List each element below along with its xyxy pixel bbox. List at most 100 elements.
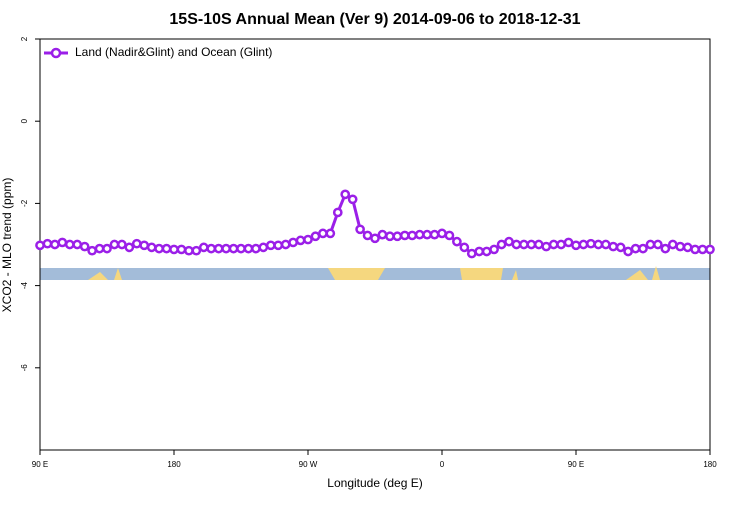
- data-point: [399, 230, 410, 241]
- data-point: [161, 243, 172, 254]
- data-point: [452, 236, 462, 247]
- data-point: [623, 246, 633, 257]
- data-point: [176, 244, 187, 255]
- data-point: [459, 242, 470, 253]
- y-tick-label: -2: [20, 199, 29, 207]
- data-point: [675, 241, 686, 252]
- data-point: [206, 243, 217, 254]
- land-band: [512, 270, 518, 280]
- data-point: [653, 239, 663, 250]
- legend-label: Land (Nadir&Glint) and Ocean (Glint): [75, 45, 272, 59]
- data-point: [385, 231, 395, 242]
- land-band: [626, 270, 648, 280]
- data-point: [35, 240, 45, 251]
- data-point: [295, 235, 306, 246]
- data-point: [221, 243, 231, 254]
- y-tick-label: -4: [20, 281, 29, 289]
- data-point: [407, 230, 418, 241]
- data-point: [318, 228, 328, 239]
- data-point: [519, 239, 529, 250]
- data-point: [310, 231, 321, 242]
- land-band: [328, 268, 385, 280]
- data-point: [191, 245, 202, 256]
- data-point: [303, 234, 313, 245]
- data-point: [370, 233, 380, 244]
- data-point: [355, 224, 365, 235]
- data-point: [340, 189, 351, 200]
- data-point: [94, 243, 105, 254]
- data-point: [146, 242, 157, 253]
- data-point: [474, 246, 485, 257]
- x-tick-label: 90 E: [32, 460, 48, 469]
- legend: Land (Nadir&Glint) and Ocean (Glint): [44, 45, 272, 59]
- data-point: [362, 230, 373, 241]
- data-point: [556, 239, 566, 250]
- data-point: [481, 246, 492, 257]
- data-point: [571, 240, 581, 251]
- data-point: [608, 241, 619, 252]
- data-point: [667, 239, 678, 250]
- data-point: [645, 239, 656, 250]
- data-point: [511, 239, 522, 250]
- data-point: [496, 239, 507, 250]
- data-point: [347, 194, 358, 205]
- data-point: [243, 243, 254, 254]
- data-point: [64, 239, 75, 250]
- data-point: [504, 236, 514, 247]
- data-point: [615, 242, 626, 253]
- data-point: [392, 231, 403, 242]
- land-band: [88, 272, 108, 280]
- data-point: [87, 245, 97, 256]
- data-point: [139, 240, 150, 251]
- data-point: [42, 238, 53, 249]
- data-point: [213, 243, 224, 254]
- data-point: [332, 207, 343, 218]
- data-point: [548, 239, 559, 250]
- data-point: [489, 244, 499, 255]
- land-band: [114, 268, 122, 280]
- x-tick-label: 90 E: [568, 460, 584, 469]
- data-point: [600, 239, 611, 250]
- data-point: [682, 242, 693, 253]
- data-point: [466, 248, 477, 259]
- data-point: [280, 239, 291, 250]
- data-point: [72, 239, 83, 250]
- data-point: [593, 239, 604, 250]
- data-point: [273, 240, 284, 251]
- data-point: [377, 229, 388, 240]
- data-point: [638, 243, 648, 254]
- y-tick-label: 0: [20, 118, 29, 123]
- data-point: [563, 237, 574, 248]
- data-point: [422, 229, 432, 240]
- data-point: [102, 243, 112, 254]
- x-tick-label: 0: [440, 460, 445, 469]
- x-tick-label: 180: [167, 460, 181, 469]
- data-point: [57, 237, 68, 248]
- data-point: [526, 239, 537, 250]
- data-point: [117, 239, 127, 250]
- data-point: [705, 244, 715, 255]
- data-point: [288, 237, 298, 248]
- data-point: [79, 241, 90, 252]
- data-point: [325, 228, 336, 239]
- data-point: [50, 239, 60, 250]
- data-point: [236, 243, 246, 254]
- data-point: [437, 228, 447, 239]
- data-point: [429, 229, 440, 240]
- x-tick-label: 90 W: [299, 460, 318, 469]
- y-tick-label: 2: [20, 36, 29, 41]
- data-point: [660, 243, 671, 254]
- data-point: [586, 238, 596, 249]
- chart-title: 15S-10S Annual Mean (Ver 9) 2014-09-06 t…: [169, 11, 580, 28]
- data-point: [630, 243, 641, 254]
- x-axis-label: Longitude (deg E): [327, 476, 422, 490]
- data-point: [154, 243, 164, 254]
- land-band: [460, 268, 503, 280]
- data-point: [124, 242, 135, 253]
- data-point: [541, 241, 552, 252]
- data-point: [690, 244, 700, 255]
- data-point: [533, 239, 544, 250]
- data-point: [697, 244, 708, 255]
- data-point: [228, 243, 239, 254]
